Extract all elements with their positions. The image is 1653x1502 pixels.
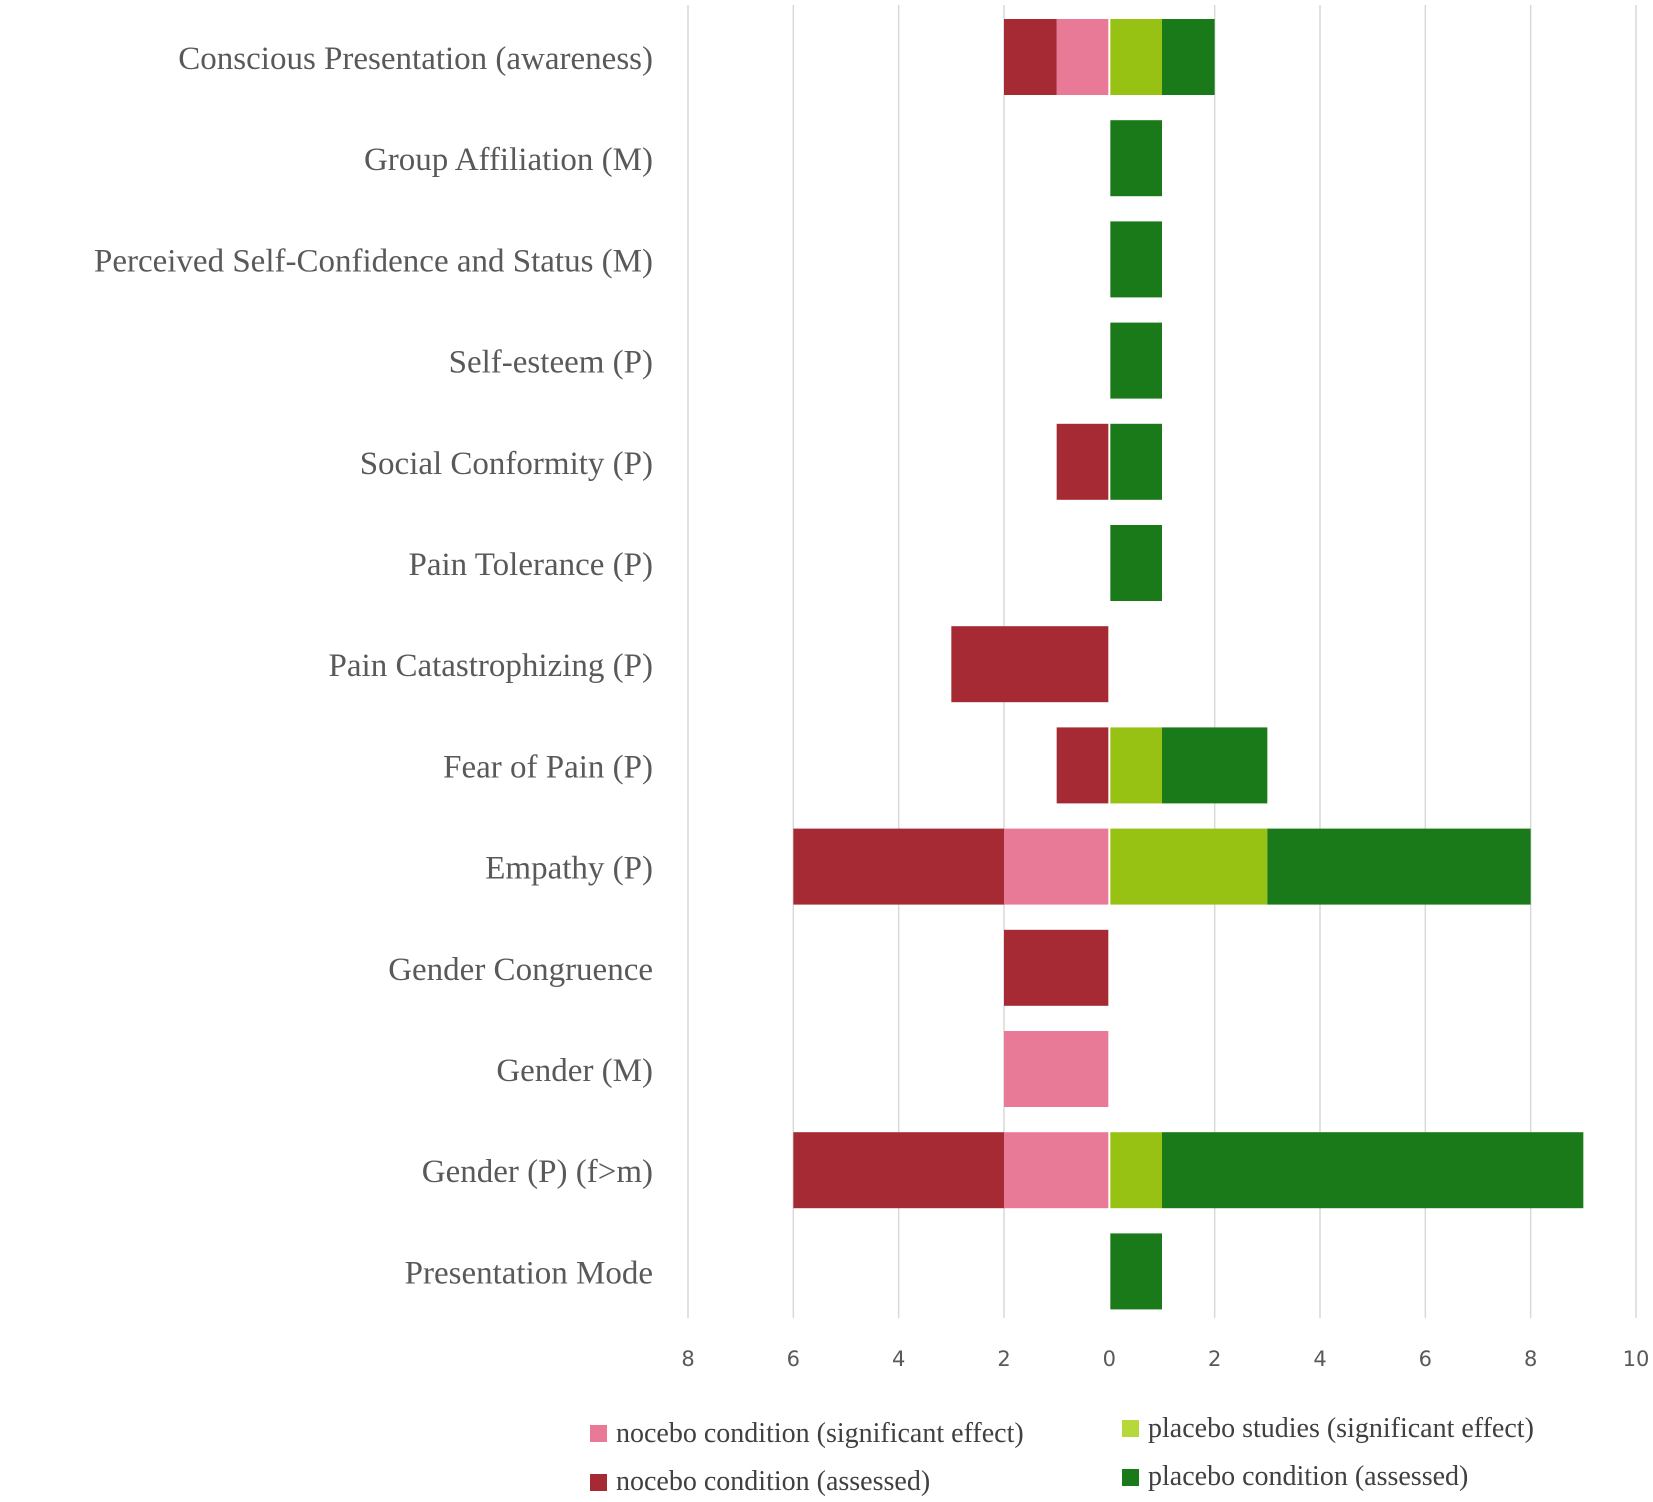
category-label-presentation-mode: Presentation Mode — [405, 1255, 653, 1291]
category-label-perceived-self-confidence-and-status-m: Perceived Self-Confidence and Status (M) — [94, 243, 653, 279]
x-tick-label-2: 4 — [892, 1347, 905, 1371]
category-label-gender-p-f-m: Gender (P) (f>m) — [422, 1154, 653, 1190]
bar-placebo-condition-assessed-presentation-mode — [1109, 1233, 1162, 1310]
category-label-self-esteem-p: Self-esteem (P) — [449, 345, 653, 381]
x-tick-label-1: 6 — [787, 1347, 800, 1371]
x-axis-tick-labels: 8 6 4 2 0 2 4 6 8 10 — [681, 1347, 1649, 1371]
legend-swatch-nocebo-significant — [590, 1425, 607, 1442]
category-label-pain-catastrophizing-p: Pain Catastrophizing (P) — [329, 648, 653, 684]
x-tick-label-8: 8 — [1524, 1347, 1537, 1371]
bars — [793, 5, 1584, 1318]
bar-nocebo-condition-assessed-empathy-p — [793, 828, 1004, 905]
legend-swatch-nocebo-assessed — [590, 1474, 607, 1491]
category-label-fear-of-pain-p: Fear of Pain (P) — [443, 749, 653, 785]
category-label-empathy-p: Empathy (P) — [485, 851, 653, 887]
category-label-group-affiliation-m: Group Affiliation (M) — [364, 142, 653, 178]
bar-placebo-condition-assessed-social-conformity-p — [1109, 423, 1162, 500]
bar-nocebo-condition-assessed-social-conformity-p — [1056, 423, 1110, 500]
legend-label-placebo-assessed: placebo condition (assessed) — [1148, 1461, 1468, 1492]
bar-nocebo-condition-assessed-conscious-presentation-awareness — [1004, 19, 1057, 95]
legend-label-placebo-significant: placebo studies (significant effect) — [1148, 1413, 1534, 1444]
x-tick-label-4: 0 — [1103, 1347, 1116, 1371]
legend-swatch-placebo-assessed — [1122, 1469, 1139, 1486]
category-label-gender-m: Gender (M) — [496, 1053, 653, 1089]
category-label-social-conformity-p: Social Conformity (P) — [360, 446, 653, 482]
gridlines — [687, 5, 1637, 1318]
bar-nocebo-condition-significant-effect-conscious-presentation-awareness — [1056, 19, 1110, 95]
x-tick-label-6: 4 — [1313, 1347, 1326, 1371]
x-tick-label-0: 8 — [681, 1347, 694, 1371]
bar-placebo-studies-significant-effect-gender-p-f-m — [1109, 1132, 1162, 1209]
bar-placebo-condition-assessed-pain-tolerance-p — [1109, 525, 1162, 601]
bar-placebo-condition-assessed-group-affiliation-m — [1109, 120, 1162, 197]
bar-placebo-studies-significant-effect-fear-of-pain-p — [1109, 727, 1162, 804]
bar-placebo-condition-assessed-fear-of-pain-p — [1162, 727, 1268, 804]
bar-nocebo-condition-assessed-gender-congruence — [1004, 929, 1110, 1006]
x-tick-label-5: 2 — [1208, 1347, 1221, 1371]
bar-placebo-condition-assessed-perceived-self-confidence-and-status-m — [1109, 221, 1162, 298]
bar-nocebo-condition-assessed-gender-p-f-m — [793, 1132, 1004, 1209]
legend: nocebo condition (significant effect) pl… — [590, 1413, 1534, 1497]
legend-label-nocebo-significant: nocebo condition (significant effect) — [616, 1418, 1024, 1449]
bar-nocebo-condition-significant-effect-gender-p-f-m — [1004, 1132, 1110, 1209]
bar-placebo-condition-assessed-gender-p-f-m — [1162, 1132, 1584, 1209]
category-label-conscious-presentation-awareness: Conscious Presentation (awareness) — [178, 41, 653, 77]
category-label-pain-tolerance-p: Pain Tolerance (P) — [408, 547, 653, 583]
bar-placebo-condition-assessed-self-esteem-p — [1109, 322, 1162, 399]
x-tick-label-7: 6 — [1419, 1347, 1432, 1371]
bar-placebo-condition-assessed-empathy-p — [1267, 828, 1531, 905]
bar-placebo-condition-assessed-conscious-presentation-awareness — [1162, 19, 1215, 95]
legend-label-nocebo-assessed: nocebo condition (assessed) — [616, 1466, 930, 1497]
legend-swatch-placebo-significant — [1122, 1420, 1139, 1437]
category-labels: Conscious Presentation (awareness) Group … — [94, 41, 653, 1291]
category-label-gender-congruence: Gender Congruence — [388, 952, 653, 988]
bar-nocebo-condition-assessed-fear-of-pain-p — [1056, 727, 1110, 804]
bar-nocebo-condition-significant-effect-gender-m — [1004, 1031, 1110, 1107]
x-tick-label-9: 10 — [1623, 1347, 1650, 1371]
bar-placebo-studies-significant-effect-empathy-p — [1109, 828, 1268, 905]
bar-nocebo-condition-significant-effect-empathy-p — [1004, 828, 1110, 905]
x-tick-label-3: 2 — [997, 1347, 1010, 1371]
bar-placebo-studies-significant-effect-conscious-presentation-awareness — [1109, 19, 1162, 95]
bar-nocebo-condition-assessed-pain-catastrophizing-p — [951, 626, 1110, 703]
